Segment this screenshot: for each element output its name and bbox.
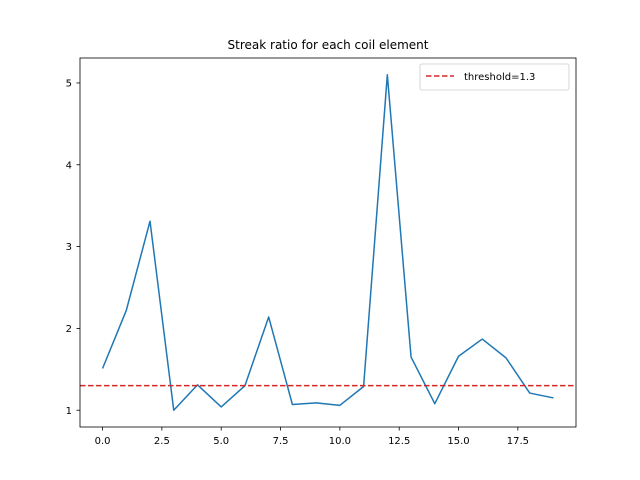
x-tick-label: 5.0	[213, 436, 229, 447]
x-axis: 0.0 2.5 5.0 7.5 10.0 12.5 15.0 17.5	[95, 427, 529, 447]
y-tick-label: 3	[66, 242, 72, 253]
legend-threshold-label: threshold=1.3	[464, 72, 535, 83]
plot-frame	[79, 57, 577, 428]
x-tick-label: 10.0	[329, 436, 351, 447]
y-tick-label: 2	[66, 324, 72, 335]
x-tick-label: 12.5	[388, 436, 410, 447]
y-tick-label: 5	[66, 79, 72, 90]
x-tick-label: 17.5	[507, 436, 529, 447]
x-tick-label: 2.5	[154, 436, 170, 447]
legend-box	[419, 63, 570, 91]
plot-content	[80, 74, 576, 411]
y-tick-label: 1	[66, 406, 72, 417]
legend: threshold=1.3	[419, 63, 570, 91]
y-tick-label: 4	[66, 160, 72, 171]
chart-title: Streak ratio for each coil element	[228, 38, 429, 52]
x-tick-label: 15.0	[447, 436, 469, 447]
x-tick-label: 7.5	[273, 436, 289, 447]
x-tick-label: 0.0	[95, 436, 111, 447]
plot-area	[80, 58, 576, 427]
series-line-0	[101, 74, 554, 411]
y-axis: 1 2 3 4 5	[66, 79, 80, 417]
